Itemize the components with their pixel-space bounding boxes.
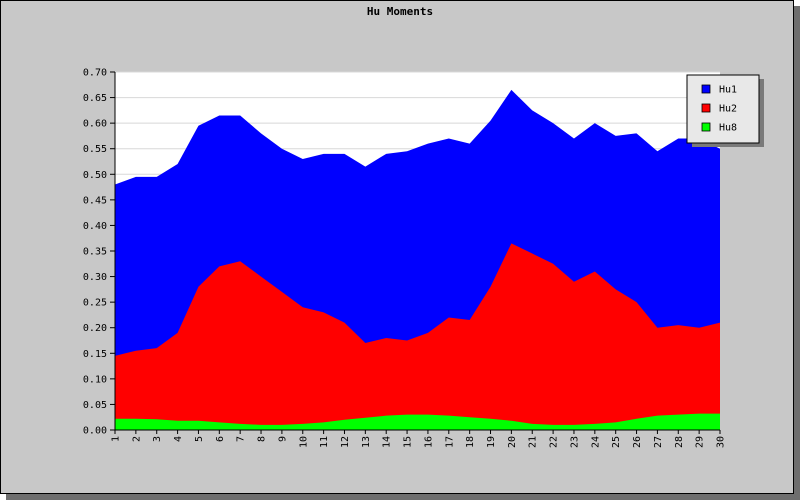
legend: Hu1 Hu2 Hu8 bbox=[686, 74, 764, 147]
y-tick-label: 0.20 bbox=[83, 323, 107, 334]
y-tick-label: 0.15 bbox=[83, 349, 107, 360]
x-tick-label: 16 bbox=[423, 436, 434, 448]
x-tick-label: 22 bbox=[549, 436, 560, 448]
x-tick-label: 28 bbox=[674, 436, 685, 448]
x-tick-label: 9 bbox=[277, 436, 288, 442]
y-tick-label: 0.25 bbox=[83, 298, 107, 309]
y-tick-label: 0.65 bbox=[83, 93, 107, 104]
x-tick-label: 11 bbox=[319, 436, 330, 448]
y-tick-label: 0.30 bbox=[83, 272, 107, 283]
legend-items: Hu1 Hu2 Hu8 bbox=[701, 84, 737, 134]
x-tick-label: 1 bbox=[111, 436, 122, 442]
y-tick-label: 0.70 bbox=[83, 68, 107, 79]
x-tick-label: 14 bbox=[382, 436, 393, 448]
x-tick-label: 23 bbox=[569, 436, 580, 448]
x-tick-label: 26 bbox=[632, 436, 643, 448]
y-tick-label: 0.55 bbox=[83, 144, 107, 155]
y-tick-label: 0.35 bbox=[83, 247, 107, 258]
x-tick-label: 7 bbox=[236, 436, 247, 442]
x-tick-label: 6 bbox=[215, 436, 226, 442]
y-tick-label: 0.05 bbox=[83, 400, 107, 411]
legend-swatch-hu2 bbox=[701, 103, 711, 113]
x-tick-label: 13 bbox=[361, 436, 372, 448]
x-tick-label: 4 bbox=[173, 436, 184, 442]
legend-swatch-hu8 bbox=[701, 122, 711, 132]
x-tick-label: 30 bbox=[716, 436, 727, 448]
x-tick-label: 24 bbox=[590, 436, 601, 448]
x-tick-label: 18 bbox=[465, 436, 476, 448]
x-tick-label: 20 bbox=[507, 436, 518, 448]
x-tick-label: 3 bbox=[152, 436, 163, 442]
chart-title: Hu Moments bbox=[367, 5, 433, 18]
legend-label-hu1: Hu1 bbox=[719, 85, 737, 96]
legend-label-hu8: Hu8 bbox=[719, 123, 737, 134]
series-areas bbox=[115, 89, 720, 431]
series-area-hu2 bbox=[115, 243, 720, 430]
series-area-hu8 bbox=[115, 413, 720, 430]
x-tick-label: 19 bbox=[486, 436, 497, 448]
y-tick-label: 0.40 bbox=[83, 221, 107, 232]
legend-box bbox=[686, 74, 760, 144]
x-tick-labels: 1 2 3 4 5 6 7 8 9 10 11 12 13 14 15 16 17 18 19 20 21 22 23 24 2… bbox=[111, 436, 727, 448]
x-tick-label: 12 bbox=[340, 436, 351, 448]
x-tick-label: 10 bbox=[298, 436, 309, 448]
x-tick-label: 25 bbox=[611, 436, 622, 448]
x-tick-label: 5 bbox=[194, 436, 205, 442]
x-tick-label: 8 bbox=[257, 436, 268, 442]
y-tick-label: 0.60 bbox=[83, 119, 107, 130]
y-tick-label: 0.00 bbox=[83, 426, 107, 437]
y-tick-label: 0.10 bbox=[83, 374, 107, 385]
axes bbox=[110, 71, 721, 434]
x-tick-label: 15 bbox=[403, 436, 414, 448]
x-tick-label: 27 bbox=[653, 436, 664, 448]
x-tick-label: 2 bbox=[131, 436, 142, 442]
x-tick-label: 21 bbox=[528, 436, 539, 448]
x-tick-label: 17 bbox=[444, 436, 455, 448]
legend-swatch-hu1 bbox=[701, 84, 711, 94]
legend-label-hu2: Hu2 bbox=[719, 104, 737, 115]
y-tick-labels: 0.00 0.05 0.10 0.15 0.20 0.25 0.30 0.35 0.40 0.45… bbox=[83, 68, 107, 437]
x-tick-label: 29 bbox=[695, 436, 706, 448]
y-tick-label: 0.50 bbox=[83, 170, 107, 181]
y-tick-label: 0.45 bbox=[83, 195, 107, 206]
